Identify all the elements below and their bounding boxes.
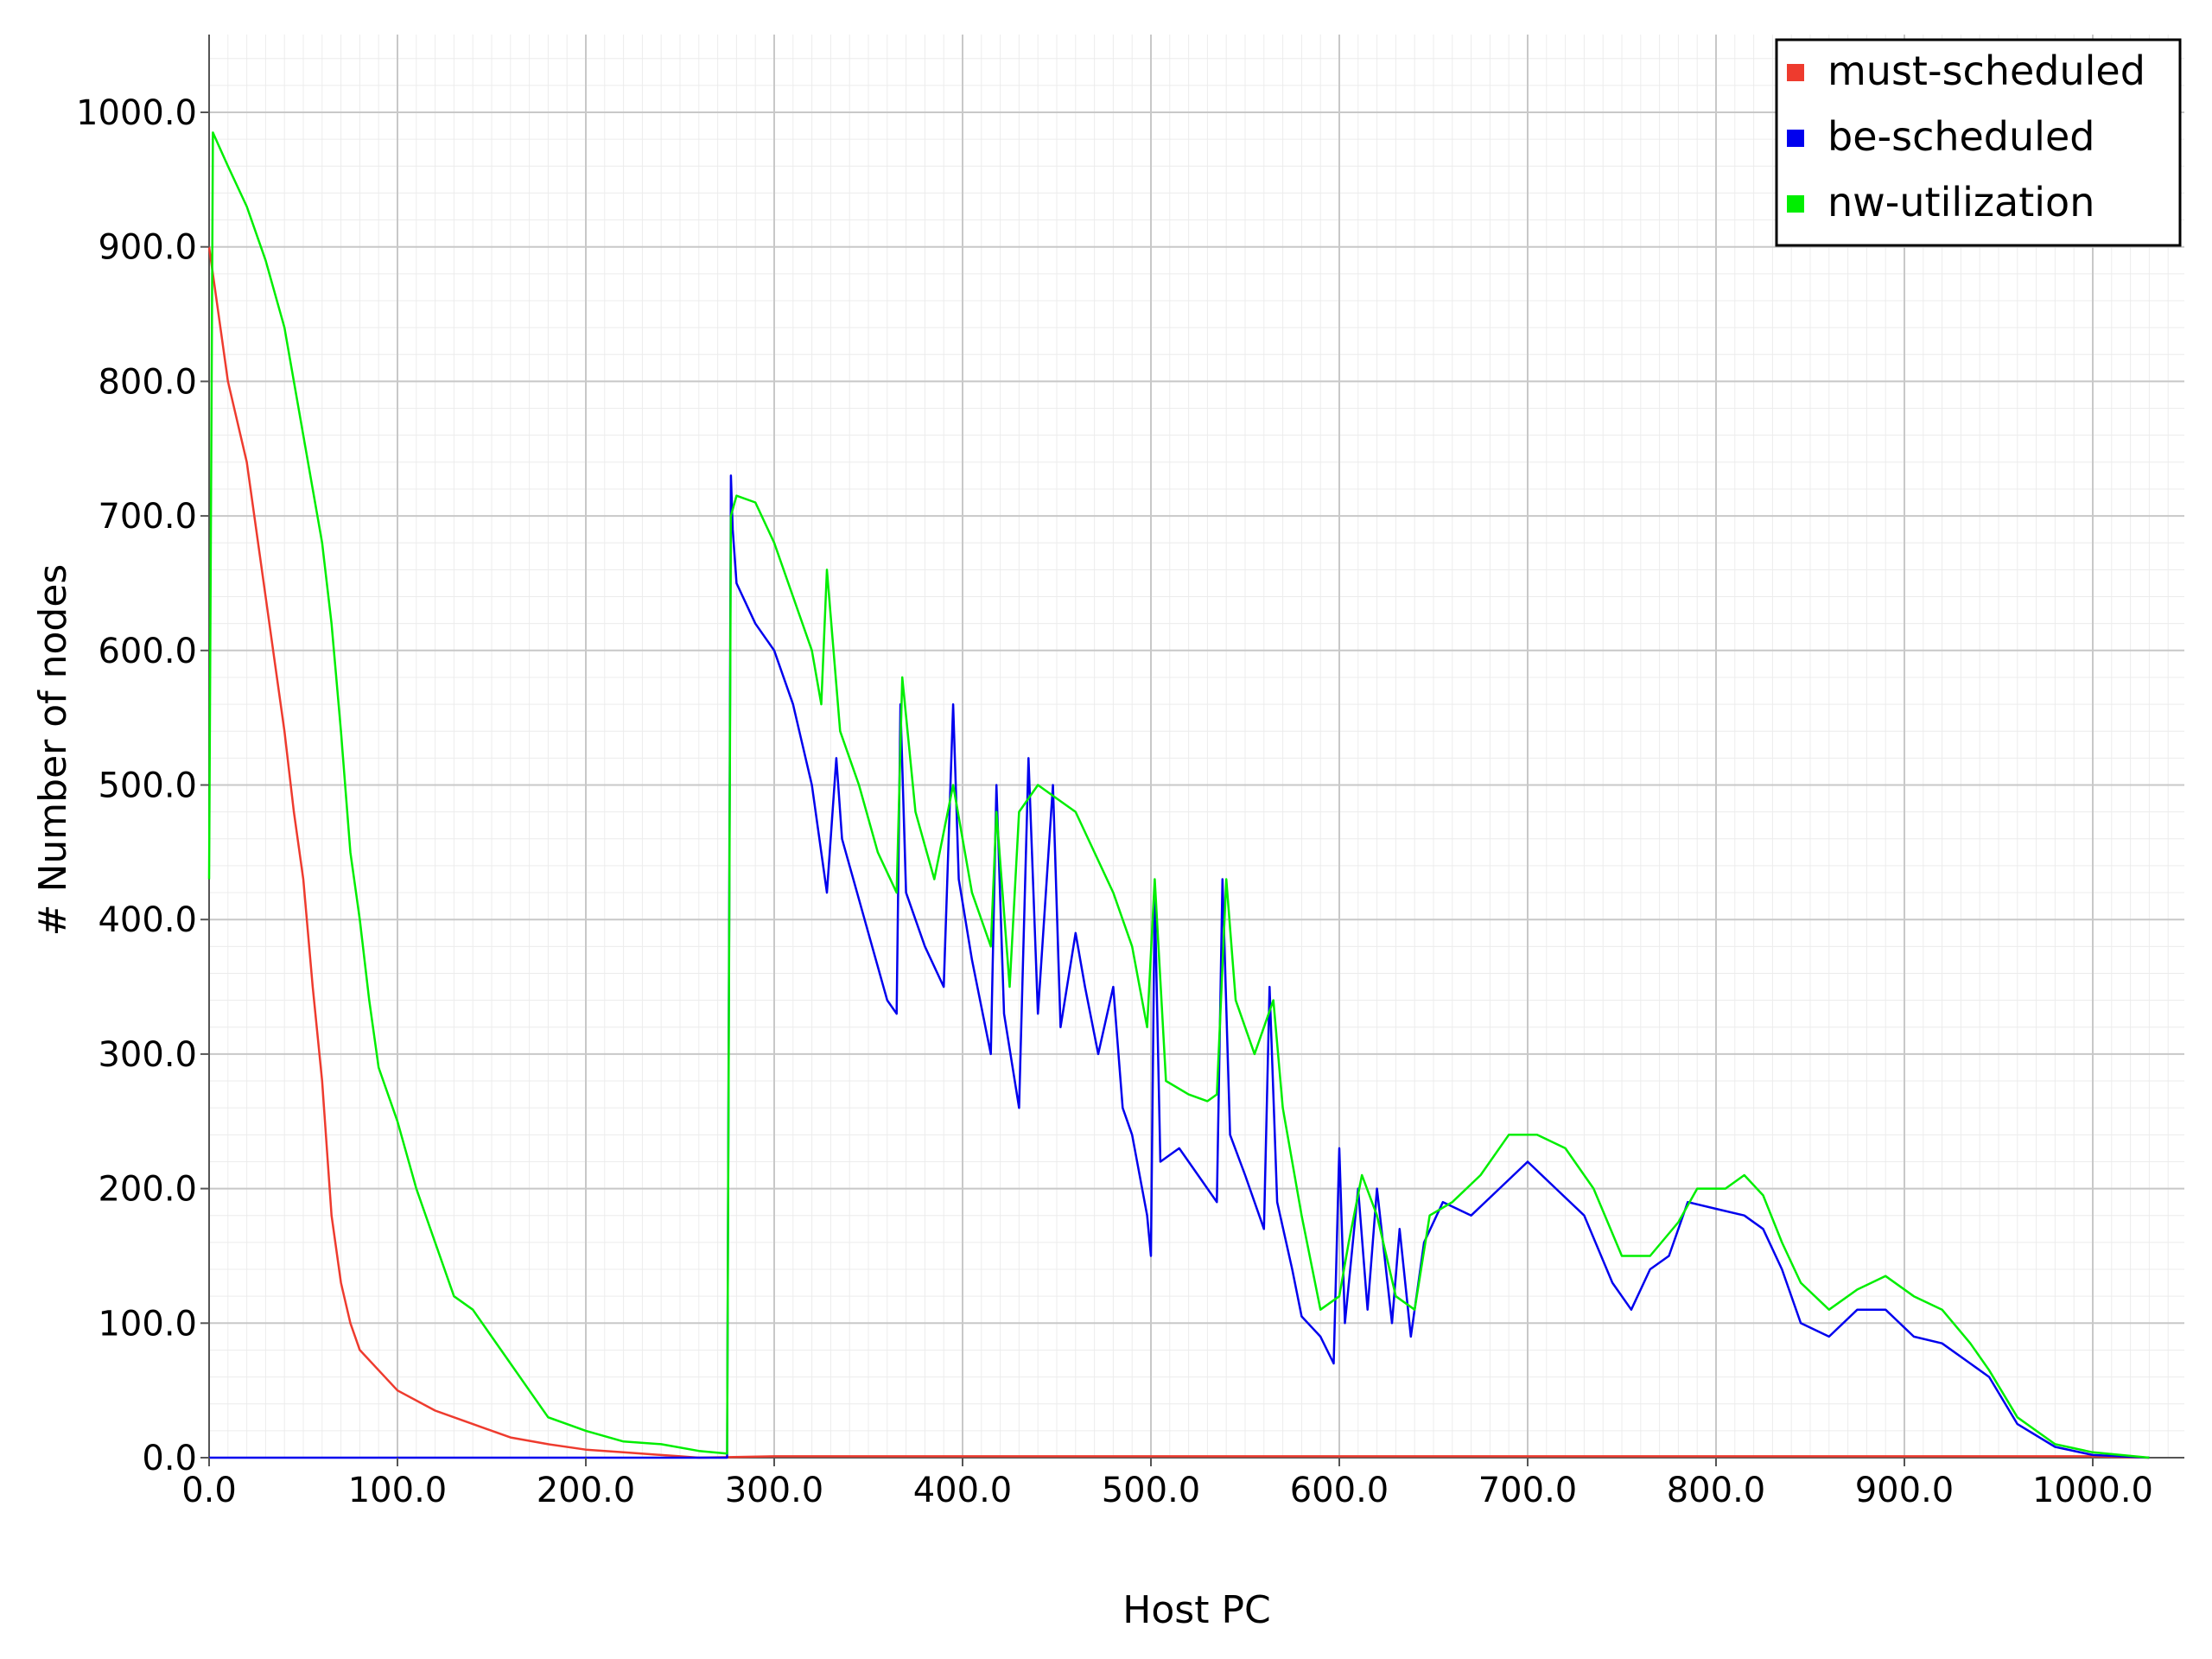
y-tick-label: 400.0 — [98, 900, 197, 940]
legend-swatch-must-scheduled — [1787, 64, 1804, 81]
x-tick-label: 600.0 — [1290, 1471, 1389, 1510]
x-tick-label: 200.0 — [537, 1471, 636, 1510]
legend: must-scheduled be-scheduled nw-utilization — [1775, 38, 2182, 247]
series-line-nw-utilization — [207, 131, 2150, 1459]
y-axis-title: # Number of nodes — [31, 564, 75, 937]
series-line-be-scheduled — [209, 474, 2150, 1459]
x-tick-labels: 0.0 100.0 200.0 300.0 400.0 500.0 600.0 700.0 80… — [181, 1458, 2153, 1510]
x-tick-label: 800.0 — [1667, 1471, 1766, 1510]
y-tick-label: 600.0 — [98, 632, 197, 671]
y-tick-label: 800.0 — [98, 362, 197, 402]
y-tick-label: 900.0 — [98, 228, 197, 268]
y-tick-label: 200.0 — [98, 1170, 197, 1210]
y-tick-label: 300.0 — [98, 1035, 197, 1075]
legend-box — [1775, 38, 2182, 247]
x-tick-label: 500.0 — [1102, 1471, 1201, 1510]
x-tick-label: 300.0 — [725, 1471, 824, 1510]
x-tick-label: 100.0 — [348, 1471, 448, 1510]
legend-label-nw-utilization: nw-utilization — [1827, 179, 2094, 226]
legend-swatch-nw-utilization — [1787, 195, 1804, 213]
legend-swatch-be-scheduled — [1787, 130, 1804, 147]
series-layer — [207, 131, 2150, 1459]
x-tick-label: 900.0 — [1855, 1471, 1955, 1510]
minor-gridlines — [209, 35, 2184, 1458]
x-tick-label: 700.0 — [1478, 1471, 1578, 1510]
y-tick-label: 500.0 — [98, 766, 197, 806]
series-line-must-scheduled — [207, 246, 2150, 1459]
x-tick-label: 400.0 — [913, 1471, 1013, 1510]
x-tick-label: 0.0 — [181, 1471, 237, 1510]
y-tick-label: 100.0 — [98, 1304, 197, 1344]
legend-label-be-scheduled: be-scheduled — [1827, 113, 2094, 160]
y-tick-labels: 0.0 100.0 200.0 300.0 400.0 500.0 600.0 700.0 80… — [76, 93, 209, 1478]
legend-label-must-scheduled: must-scheduled — [1827, 48, 2145, 94]
y-tick-label: 0.0 — [142, 1439, 197, 1478]
y-tick-label: 1000.0 — [76, 93, 197, 133]
x-tick-label: 1000.0 — [2032, 1471, 2153, 1510]
y-tick-label: 700.0 — [98, 497, 197, 537]
x-axis-title: Host PC — [1122, 1588, 1270, 1632]
